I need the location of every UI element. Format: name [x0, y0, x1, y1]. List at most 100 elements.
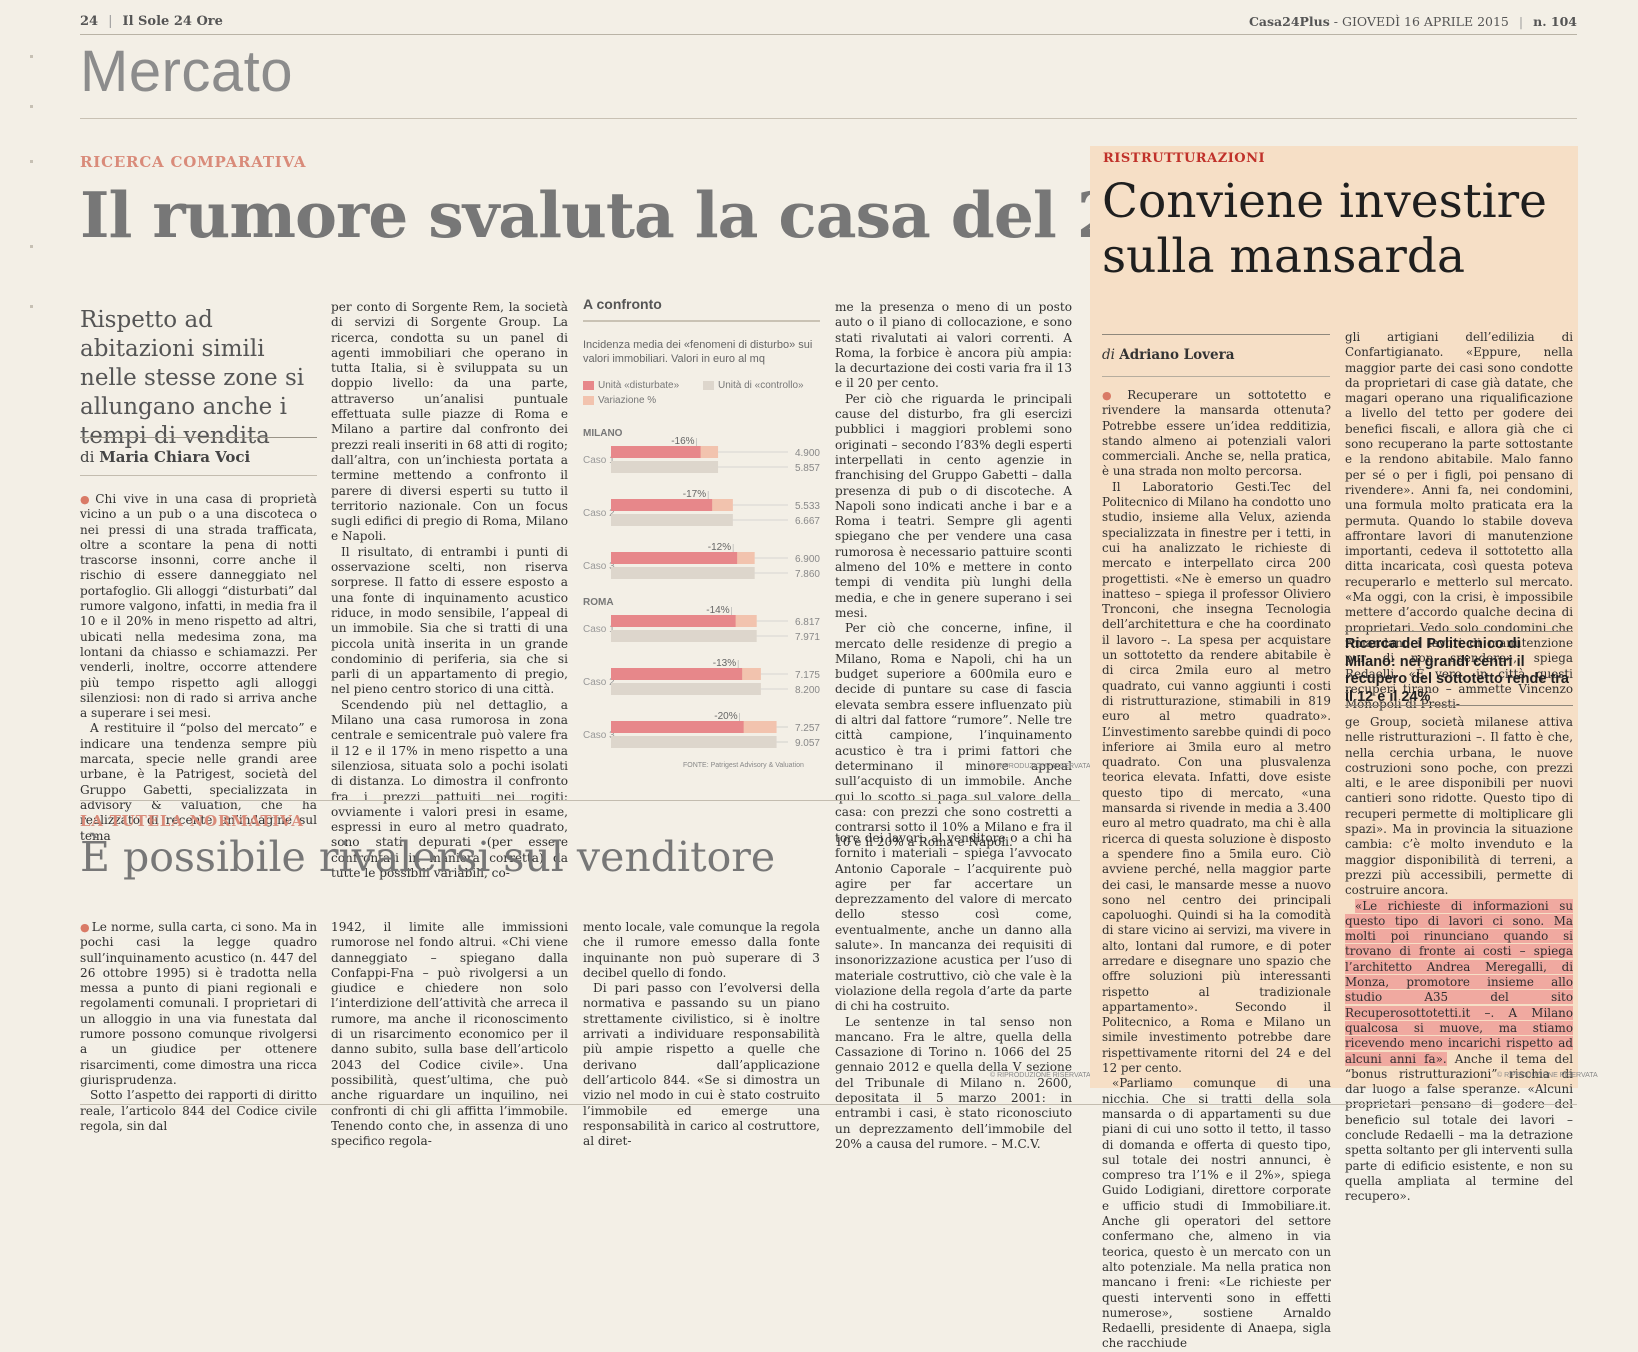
paragraph: Chi vive in una casa di proprietà vicino… [80, 492, 317, 721]
sidebar-column-2-bottom: ge Group, società milanese attiva nelle … [1345, 715, 1573, 1205]
chart-value-label: 6.667 [795, 516, 820, 527]
chart-case-label: Caso 3 [583, 561, 615, 572]
chart-value-label: 7.860 [795, 569, 820, 580]
paragraph: me la presenza o meno di un posto auto o… [835, 300, 1073, 391]
newspaper-name: Il Sole 24 Ore [122, 14, 223, 29]
chart-bar-disturbate [611, 446, 701, 458]
paragraph: Il Laboratorio Gesti.Tec del Politecnico… [1102, 479, 1331, 1076]
chart-source: FONTE: Patrigest Advisory & Valuation [683, 762, 804, 769]
paragraph: Per ciò che riguarda le principali cause… [835, 391, 1072, 620]
second-headline: È possibile rivalersi sul venditore [80, 833, 776, 881]
chart-bar-disturbate [611, 668, 743, 680]
chart-case-label: Caso 3 [583, 730, 615, 741]
chart-bar-controllo [611, 736, 777, 748]
paragraph: tore dei lavori, al venditore o a chi ha… [835, 831, 1072, 1014]
paragraph: A restituire il “polso del mercato” e in… [80, 721, 317, 843]
chart-value-label: 6.817 [795, 617, 820, 628]
legend-item-disturbate: Unità «disturbate» [583, 380, 679, 391]
sidebar-column-1: ● Recuperare un sottotetto e rivendere la… [1102, 388, 1331, 1352]
chart-case-label: Caso 2 [583, 677, 615, 688]
chart-value-label: 5.533 [795, 501, 820, 512]
article-divider [80, 800, 1080, 801]
sidebar-headline: Conviene investire sulla mansarda [1102, 174, 1547, 284]
legend-label: Variazione % [598, 395, 657, 406]
subhead-box-rule [1345, 705, 1573, 706]
paragraph: Le norme, sulla carta, ci sono. Ma in po… [80, 920, 317, 1087]
legend-swatch [583, 381, 594, 390]
page-number: 24 [80, 14, 99, 29]
registration-mark [30, 305, 33, 308]
chart-case-label: Caso 1 [583, 455, 615, 466]
paragraph: 1942, il limite alle immissioni rumorose… [331, 920, 568, 1149]
chart-variation-label: -16% [671, 436, 694, 447]
byline-prefix: di [1102, 347, 1115, 363]
legend-label: Unità «disturbate» [598, 380, 680, 391]
chart-variation-label: -20% [714, 711, 737, 722]
paragraph: mento locale, vale comunque la regola ch… [583, 920, 820, 980]
legend-item-variazione: Variazione % [583, 395, 656, 406]
paragraph: Le sentenze in tal senso non mancano. Fr… [835, 1014, 1072, 1151]
legend-swatch [583, 396, 594, 405]
chart-case-label: Caso 2 [583, 508, 615, 519]
registration-mark [30, 55, 33, 58]
chart-subtitle: Incidenza media dei «fenomeni di disturb… [583, 339, 813, 365]
bullet-icon: ● [80, 493, 94, 506]
chart-value-label: 7.257 [795, 723, 820, 734]
chart-bar-controllo [611, 630, 757, 642]
paragraph: Sotto l’aspetto dei rapporti di diritto … [80, 1088, 317, 1133]
chart-variation-label: -13% [713, 658, 736, 669]
main-subhead: Rispetto ad abitazioni simili nelle stes… [80, 307, 305, 449]
main-column-2: per conto di Sorgente Rem, la società di… [331, 300, 568, 881]
registration-mark [30, 105, 33, 108]
copyright-notice: © RIPRODUZIONE RISERVATA [990, 1072, 1091, 1079]
chart-value-label: 6.900 [795, 554, 820, 565]
comparison-chart: A confronto Incidenza media dei «fenomen… [583, 296, 820, 776]
chart-value-label: 9.057 [795, 738, 820, 749]
second-kicker: LA TUTELA NORMATIVA [80, 812, 304, 830]
paragraph: Di pari passo con l’evolversi della norm… [583, 981, 820, 1149]
chart-bar-controllo [611, 514, 733, 526]
copyright-notice: © RIPRODUZIONE RISERVATA [1497, 1072, 1598, 1079]
issue-date: GIOVEDÌ 16 APRILE 2015 [1341, 14, 1509, 29]
author-name: Adriano Lovera [1119, 347, 1235, 363]
sidebar-kicker: RISTRUTTURAZIONI [1103, 151, 1266, 166]
second-column-3: mento locale, vale comunque la regola ch… [583, 920, 820, 1149]
paragraph: per conto di Sorgente Rem, la società di… [331, 300, 568, 544]
main-column-4: me la presenza o meno di un posto auto o… [835, 300, 1072, 851]
chart-value-label: 8.200 [795, 685, 820, 696]
author-name: Maria Chiara Voci [99, 448, 251, 466]
sidebar-column-2-top: gli artigiani dell’edilizia di Confartig… [1345, 330, 1573, 712]
chart-legend: Unità «disturbate» Unità di «controllo» … [583, 380, 820, 410]
second-column-4: tore dei lavori, al venditore o a chi ha… [835, 831, 1072, 1152]
chart-title: A confronto [583, 296, 820, 322]
chart-value-label: 7.175 [795, 670, 820, 681]
chart-value-label: 7.971 [795, 632, 820, 643]
highlighted-quote: «Le richieste di informazioni su questo … [1345, 898, 1573, 1066]
sidebar-subhead: Ricerca del Politecnico di Milano: nei g… [1345, 636, 1569, 705]
main-column-1: ● Chi vive in una casa di proprietà vicin… [80, 492, 317, 844]
paragraph: gli artigiani dell’edilizia di Confartig… [1345, 330, 1573, 711]
byline-divider [80, 475, 317, 476]
page-bottom-rule [80, 1104, 1577, 1105]
chart-bar-disturbate [611, 499, 713, 511]
sidebar-byline-divider [1102, 376, 1330, 377]
chart-bar-disturbate [611, 615, 736, 627]
second-column-1: ● Le norme, sulla carta, ci sono. Ma in p… [80, 920, 317, 1134]
chart-case-label: Caso 1 [583, 624, 615, 635]
section-divider [80, 118, 1577, 119]
chart-value-label: 5.857 [795, 463, 820, 474]
registration-mark [30, 245, 33, 248]
byline-prefix: di [80, 448, 95, 466]
paragraph: Recuperare un sottotetto e rivendere la … [1102, 388, 1331, 479]
chart-bar-controllo [611, 567, 755, 579]
chart-plot: MILANO -16% Caso 1 4.900 5.857 -17% Caso 2 5.53… [583, 428, 820, 749]
main-kicker: RICERCA COMPARATIVA [80, 153, 307, 171]
chart-variation-label: -14% [706, 605, 729, 616]
chart-variation-label: -17% [683, 489, 706, 500]
subhead-box-rule [1345, 631, 1573, 632]
paragraph: Il risultato, di entrambi i punti di oss… [331, 544, 568, 697]
chart-variation-label: -12% [708, 542, 731, 553]
page-header: 24 | Il Sole 24 Ore Casa24Plus - GIOVEDÌ 1… [80, 6, 1577, 35]
chart-group-label: MILANO [583, 428, 623, 439]
sidebar-byline: di Adriano Lovera [1102, 347, 1234, 363]
